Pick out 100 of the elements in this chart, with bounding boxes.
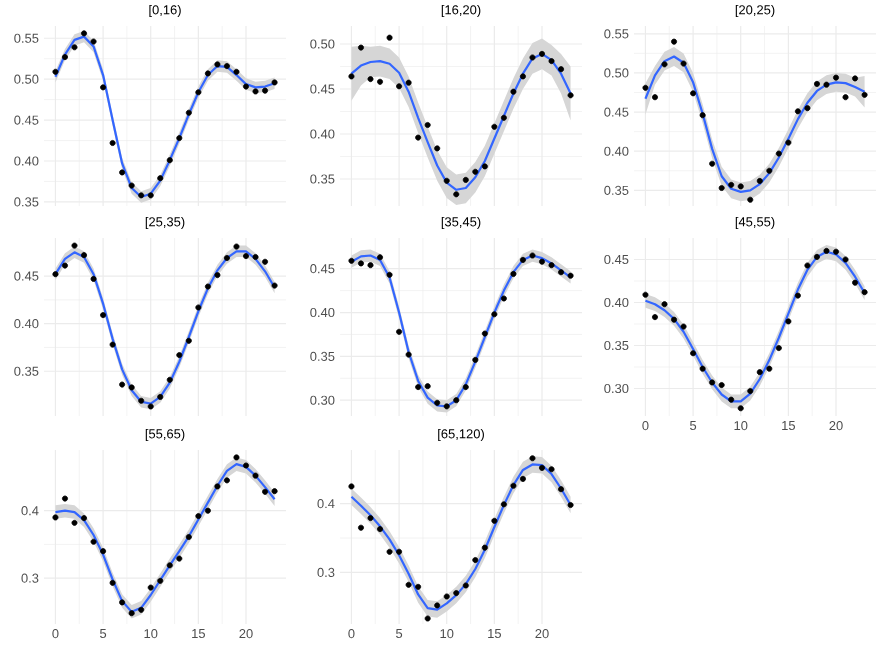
point (775, 345, 782, 352)
point (462, 582, 469, 589)
point (348, 257, 355, 264)
point (462, 384, 469, 391)
point (529, 252, 536, 259)
point (548, 262, 555, 269)
point (271, 488, 278, 495)
point (813, 253, 820, 260)
point (204, 283, 211, 290)
point (699, 365, 706, 372)
point (823, 247, 830, 254)
point (775, 150, 782, 157)
point (195, 304, 202, 311)
point (138, 397, 145, 404)
point (176, 555, 183, 562)
point (377, 526, 384, 533)
point (453, 191, 460, 198)
point (396, 83, 403, 90)
point (642, 84, 649, 91)
point (434, 399, 441, 406)
point (453, 590, 460, 597)
point (396, 328, 403, 335)
point (138, 192, 145, 199)
point (52, 271, 59, 278)
point (166, 376, 173, 383)
point (558, 66, 565, 73)
point (443, 177, 450, 184)
point (747, 388, 754, 395)
point (147, 192, 154, 199)
point (481, 163, 488, 170)
point (794, 108, 801, 115)
point (539, 258, 545, 265)
point (833, 74, 839, 81)
point (434, 602, 441, 609)
point (214, 272, 221, 279)
point (558, 486, 565, 493)
point (386, 548, 393, 555)
point (223, 254, 230, 261)
point (728, 181, 735, 188)
point (415, 583, 422, 590)
point (529, 54, 536, 61)
point (243, 462, 249, 469)
point (690, 90, 697, 97)
point (472, 168, 479, 175)
point (128, 384, 135, 391)
point (71, 44, 78, 51)
point (90, 538, 97, 545)
point (491, 123, 498, 130)
point (157, 577, 164, 584)
point (794, 292, 801, 299)
point (348, 73, 355, 80)
point (500, 114, 507, 121)
point (491, 517, 498, 524)
point (651, 314, 658, 321)
point (785, 139, 792, 146)
point (147, 403, 154, 410)
point (233, 243, 240, 250)
point (642, 291, 649, 298)
point (443, 593, 450, 600)
point (709, 160, 716, 167)
point (128, 610, 135, 617)
point (728, 396, 735, 403)
point (396, 548, 403, 555)
point (61, 495, 68, 502)
point (737, 405, 744, 412)
point (271, 282, 278, 289)
point (223, 63, 230, 70)
point (348, 483, 355, 490)
point (548, 58, 555, 65)
point (718, 382, 725, 389)
point (262, 258, 269, 265)
point (262, 488, 269, 495)
point (671, 316, 678, 323)
point (567, 92, 574, 99)
point (519, 256, 526, 263)
point (214, 61, 221, 68)
point (252, 254, 259, 261)
point (539, 464, 545, 471)
point (680, 60, 687, 67)
point (185, 534, 192, 540)
point (128, 182, 135, 189)
point (405, 581, 412, 588)
point (842, 94, 849, 101)
point (367, 76, 374, 83)
point (823, 81, 830, 88)
point (357, 260, 364, 267)
point (81, 30, 88, 37)
point (529, 455, 536, 462)
point (81, 252, 88, 259)
point (661, 301, 668, 308)
point (52, 514, 59, 521)
point (119, 599, 126, 606)
point (852, 279, 859, 286)
point (481, 330, 488, 337)
point (651, 94, 658, 101)
point (204, 507, 211, 514)
point (424, 122, 431, 128)
point (71, 242, 78, 249)
point (747, 196, 754, 203)
point (61, 262, 68, 269)
